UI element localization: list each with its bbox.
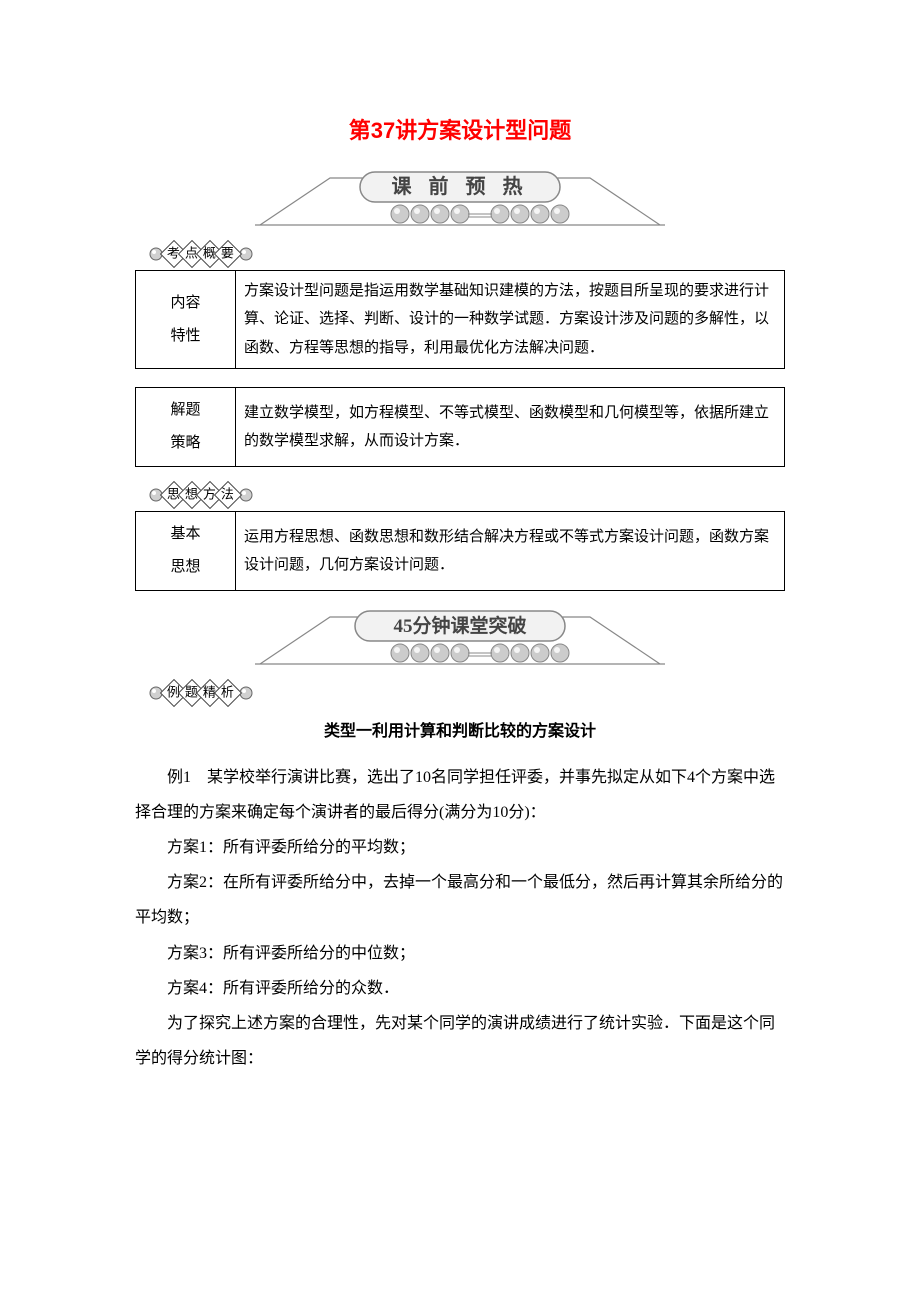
- page-title: 第37讲方案设计型问题: [135, 110, 785, 152]
- paragraph: 例1 某学校举行演讲比赛，选出了10名同学担任评委，并事先拟定从如下4个方案中选…: [135, 760, 785, 830]
- section-label-kaodian: 考 点 概 要: [149, 244, 785, 264]
- section-label-sixiang: 思 想 方 法: [149, 485, 785, 505]
- diamond-char: 要: [214, 240, 242, 268]
- table-label-cell: 解题策略: [136, 388, 236, 467]
- paragraph: 方案1：所有评委所给分的平均数；: [135, 830, 785, 865]
- table-label-cell: 基本思想: [136, 512, 236, 591]
- svg-text:45分钟课堂突破: 45分钟课堂突破: [393, 614, 526, 637]
- paragraph: 方案2：在所有评委所给分中，去掉一个最高分和一个最低分，然后再计算其余所给分的平…: [135, 865, 785, 935]
- banner-warmup: 课 前 预 热: [250, 170, 670, 230]
- paragraph: 为了探究上述方案的合理性，先对某个同学的演讲成绩进行了统计实验．下面是这个同学的…: [135, 1006, 785, 1076]
- banner-breakthrough: 45分钟课堂突破: [250, 609, 670, 669]
- section-label-liti: 例 题 精 析: [149, 683, 785, 703]
- table-jietice: 解题策略 建立数学模型，如方程模型、不等式模型、函数模型和几何模型等，依据所建立…: [135, 387, 785, 467]
- table-jiben: 基本思想 运用方程思想、函数思想和数形结合解决方程或不等式方案设计问题，函数方案…: [135, 511, 785, 591]
- svg-text:课 前 预 热: 课 前 预 热: [392, 174, 529, 198]
- diamond-char: 析: [214, 679, 242, 707]
- diamond-char: 法: [214, 481, 242, 509]
- table-neirong: 内容特性 方案设计型问题是指运用数学基础知识建模的方法，按题目所呈现的要求进行计…: [135, 270, 785, 370]
- paragraph: 方案3：所有评委所给分的中位数；: [135, 936, 785, 971]
- table-content-cell: 建立数学模型，如方程模型、不等式模型、函数模型和几何模型等，依据所建立的数学模型…: [236, 388, 785, 467]
- table-label-cell: 内容特性: [136, 270, 236, 369]
- paragraph: 方案4：所有评委所给分的众数．: [135, 971, 785, 1006]
- subtitle-type1: 类型一利用计算和判断比较的方案设计: [135, 717, 785, 747]
- table-content-cell: 运用方程思想、函数思想和数形结合解决方程或不等式方案设计问题，函数方案设计问题，…: [236, 512, 785, 591]
- table-content-cell: 方案设计型问题是指运用数学基础知识建模的方法，按题目所呈现的要求进行计算、论证、…: [236, 270, 785, 369]
